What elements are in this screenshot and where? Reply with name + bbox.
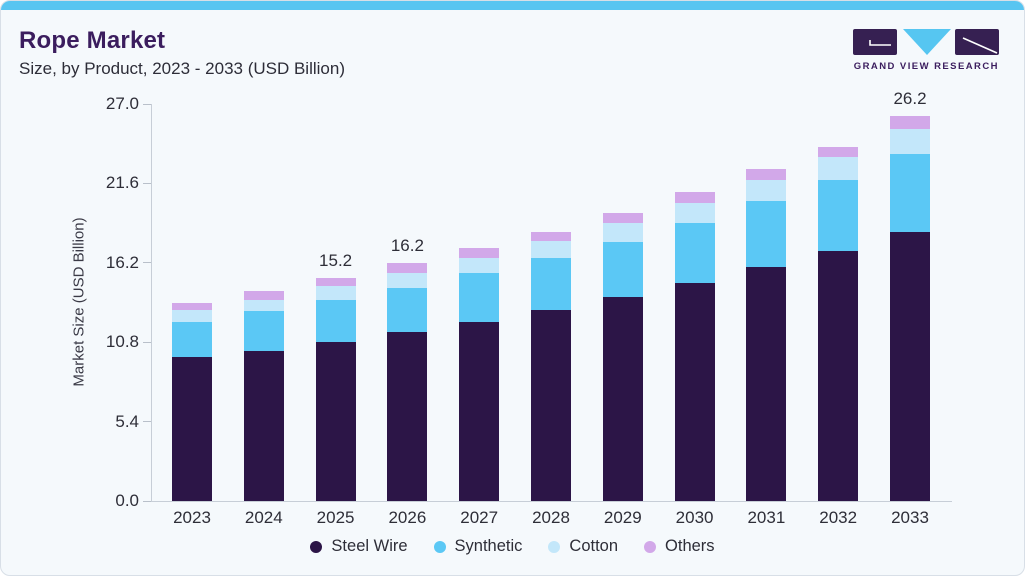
grand-view-research-logo-icon <box>853 29 999 55</box>
bar-segment-others <box>602 212 643 224</box>
x-tick-label: 2032 <box>819 508 858 527</box>
y-tick-label: 0.0 <box>115 491 139 510</box>
bar-segment-synthetic <box>459 273 500 322</box>
bar-segment-synthetic <box>315 299 356 343</box>
bar-segment-others <box>172 302 212 310</box>
x-tick-label: 2029 <box>603 508 642 527</box>
y-tick-label: 21.6 <box>105 173 139 193</box>
y-tick-mark <box>143 500 151 502</box>
bar-total-label: 15.2 <box>319 250 353 270</box>
x-tick-label: 2030 <box>675 508 714 527</box>
legend-label: Cotton <box>569 537 619 555</box>
legend-dot-icon <box>644 540 657 553</box>
legend-label: Steel Wire <box>331 537 408 555</box>
brand-name: GRAND VIEW RESEARCH <box>853 61 999 72</box>
y-tick-label: 27.0 <box>105 94 139 113</box>
x-tick-label: 2023 <box>173 508 211 527</box>
bar-segment-others <box>531 231 571 241</box>
x-axis-line <box>151 501 952 502</box>
chart-legend: Steel Wire Synthetic Cotton Others <box>1 537 1024 556</box>
bar-segment-synthetic <box>818 180 859 252</box>
page-title: Rope Market <box>19 27 166 54</box>
bar-segment-steel-wire <box>243 351 284 501</box>
bar-segment-cotton <box>531 240 571 259</box>
bar-segment-cotton <box>172 309 212 322</box>
x-tick-label: 2024 <box>244 508 283 527</box>
legend-item-others: Others <box>644 537 715 556</box>
bar-segment-others <box>890 115 930 129</box>
x-tick-label: 2028 <box>532 508 570 527</box>
bar-segment-cotton <box>746 180 787 202</box>
bar-segment-steel-wire <box>172 356 212 501</box>
bar-segment-cotton <box>243 299 284 312</box>
logo-g-mark <box>869 40 891 46</box>
y-tick-mark <box>143 341 151 343</box>
legend-dot-icon <box>433 540 446 553</box>
legend-item-steel-wire: Steel Wire <box>310 537 408 556</box>
bar-segment-others <box>243 290 284 300</box>
bar-segment-others <box>315 277 356 287</box>
bar-segment-cotton <box>315 286 356 300</box>
x-tick-label: 2031 <box>747 508 786 527</box>
logo-g-block <box>853 29 897 55</box>
bar-segment-cotton <box>459 258 500 274</box>
y-tick-mark <box>143 182 151 184</box>
page-subtitle: Size, by Product, 2023 - 2033 (USD Billi… <box>19 59 345 78</box>
bar-segment-steel-wire <box>818 251 859 501</box>
x-tick-label: 2027 <box>460 508 499 527</box>
legend-label: Synthetic <box>454 537 523 555</box>
bar-segment-cotton <box>602 223 643 243</box>
bar-segment-cotton <box>890 128 930 154</box>
bar-segment-steel-wire <box>459 321 500 501</box>
y-tick-mark <box>143 421 151 423</box>
bar-segment-cotton <box>387 273 428 288</box>
bar-segment-synthetic <box>243 311 284 351</box>
x-tick-label: 2025 <box>316 508 355 527</box>
y-tick-mark <box>143 262 151 264</box>
bar-segment-synthetic <box>890 153 930 232</box>
bar-segment-steel-wire <box>674 283 715 501</box>
bar-segment-steel-wire <box>387 331 428 501</box>
bar-total-label: 16.2 <box>390 235 424 255</box>
y-tick-mark <box>143 103 151 105</box>
y-tick-label: 5.4 <box>115 411 139 431</box>
y-tick-label: 16.2 <box>105 252 139 272</box>
legend-item-synthetic: Synthetic <box>433 537 523 556</box>
legend-item-cotton: Cotton <box>548 537 618 556</box>
y-axis-line <box>151 104 152 501</box>
legend-dot-icon <box>548 540 561 553</box>
bar-segment-steel-wire <box>746 267 787 501</box>
y-axis-title: Market Size (USD Billion) <box>70 217 88 387</box>
bar-segment-synthetic <box>387 287 428 332</box>
logo-r-mark <box>962 37 998 54</box>
accent-top-strip <box>1 1 1024 10</box>
bar-segment-steel-wire <box>315 342 356 501</box>
x-tick-label: 2033 <box>891 508 929 527</box>
bar-total-label: 26.2 <box>893 88 927 108</box>
bar-segment-others <box>674 192 715 203</box>
logo-v-triangle <box>903 29 951 55</box>
legend-label: Others <box>665 537 715 555</box>
bar-segment-synthetic <box>602 242 643 297</box>
bar-segment-others <box>818 146 859 157</box>
bar-segment-cotton <box>674 202 715 224</box>
bar-segment-synthetic <box>172 321 212 357</box>
bar-segment-cotton <box>818 156 859 181</box>
bar-segment-steel-wire <box>602 296 643 501</box>
bar-segment-synthetic <box>674 223 715 284</box>
y-tick-label: 10.8 <box>105 332 139 352</box>
bar-segment-steel-wire <box>890 231 930 501</box>
bar-segment-others <box>746 168 787 181</box>
bar-segment-steel-wire <box>531 309 571 501</box>
bar-segment-synthetic <box>746 201 787 268</box>
bar-segment-others <box>459 248 500 259</box>
bar-segment-synthetic <box>531 258 571 310</box>
x-tick-label: 2026 <box>388 508 427 527</box>
bar-segment-others <box>387 262 428 274</box>
legend-dot-icon <box>310 540 323 553</box>
